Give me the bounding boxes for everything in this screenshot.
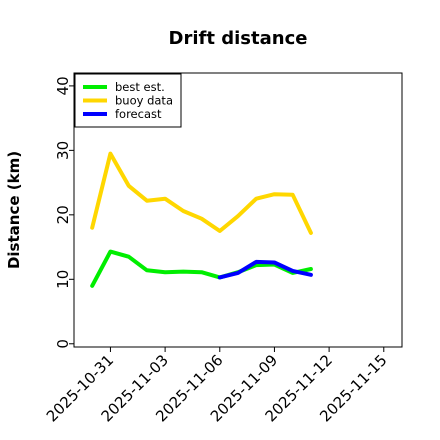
y-tick-label-40: 40 <box>54 76 72 95</box>
series-line-forecast <box>217 259 313 280</box>
series-line-buoy-data <box>90 151 313 235</box>
y-tick-label-0: 0 <box>54 339 72 349</box>
plot-frame <box>73 72 403 348</box>
chart-title: Drift distance <box>169 28 308 49</box>
y-axis-label: Distance (km) <box>5 151 23 269</box>
series-layer <box>90 151 313 288</box>
legend-label-0: best est. <box>115 80 165 94</box>
legend-label-1: buoy data <box>115 94 173 108</box>
series-line-best-est- <box>90 249 313 288</box>
y-tick-label-10: 10 <box>54 270 72 289</box>
y-tick-label-30: 30 <box>54 141 72 160</box>
y-tick-label-20: 20 <box>54 205 72 224</box>
legend-label-2: forecast <box>115 107 162 121</box>
